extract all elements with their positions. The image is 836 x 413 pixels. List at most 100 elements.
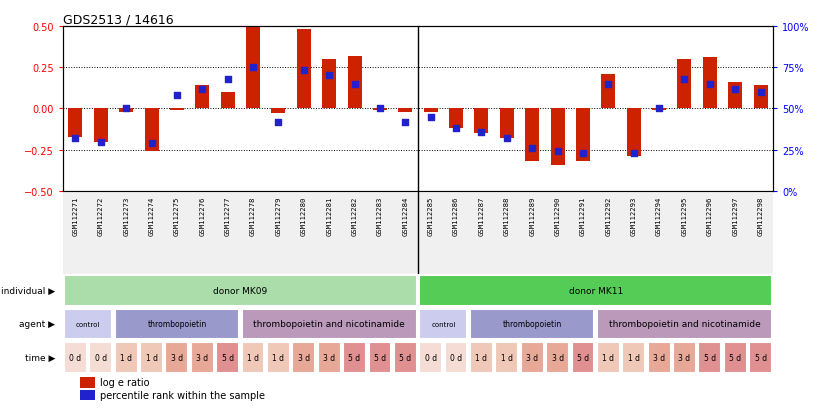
Text: GSM112292: GSM112292 bbox=[605, 196, 611, 235]
Bar bbox=[420, 309, 467, 339]
Bar bbox=[191, 342, 214, 373]
Bar bbox=[69, 109, 83, 137]
Text: GSM112286: GSM112286 bbox=[453, 196, 459, 235]
Bar bbox=[80, 377, 94, 388]
Point bbox=[94, 139, 108, 145]
Bar bbox=[64, 342, 87, 373]
Text: GSM112277: GSM112277 bbox=[225, 196, 231, 235]
Bar bbox=[145, 109, 159, 152]
Point bbox=[652, 106, 665, 112]
Bar bbox=[470, 342, 493, 373]
Text: GSM112291: GSM112291 bbox=[580, 196, 586, 235]
Bar bbox=[521, 342, 543, 373]
Point bbox=[348, 81, 361, 88]
Point bbox=[323, 73, 336, 80]
Point bbox=[145, 140, 158, 147]
Point bbox=[576, 150, 589, 157]
Bar bbox=[496, 342, 518, 373]
Text: 1 d: 1 d bbox=[120, 353, 132, 362]
Bar bbox=[242, 309, 416, 339]
Bar bbox=[470, 309, 594, 339]
Bar bbox=[80, 389, 94, 401]
Point bbox=[500, 135, 513, 142]
Text: control: control bbox=[431, 321, 456, 327]
Text: GSM112274: GSM112274 bbox=[149, 196, 155, 235]
Bar bbox=[272, 109, 285, 114]
Text: GSM112298: GSM112298 bbox=[757, 196, 763, 235]
Bar bbox=[120, 109, 133, 112]
Text: GSM112295: GSM112295 bbox=[681, 196, 687, 235]
Bar bbox=[673, 342, 696, 373]
Text: 3 d: 3 d bbox=[653, 353, 665, 362]
Text: GSM112282: GSM112282 bbox=[352, 196, 358, 235]
Point bbox=[373, 106, 386, 112]
Text: GSM112290: GSM112290 bbox=[554, 196, 561, 235]
Text: 5 d: 5 d bbox=[704, 353, 716, 362]
Bar bbox=[394, 342, 416, 373]
Text: 1 d: 1 d bbox=[145, 353, 157, 362]
Text: 3 d: 3 d bbox=[196, 353, 208, 362]
Text: GSM112281: GSM112281 bbox=[326, 196, 332, 235]
Text: 3 d: 3 d bbox=[323, 353, 335, 362]
Bar bbox=[89, 342, 112, 373]
Point bbox=[221, 76, 234, 83]
Text: GSM112275: GSM112275 bbox=[174, 196, 180, 235]
Bar bbox=[475, 109, 488, 134]
Text: GSM112279: GSM112279 bbox=[275, 196, 282, 235]
Bar bbox=[420, 342, 442, 373]
Bar bbox=[94, 109, 108, 142]
Bar bbox=[753, 86, 767, 109]
Text: 1 d: 1 d bbox=[628, 353, 640, 362]
Point bbox=[728, 86, 742, 93]
Text: thrombopoietin: thrombopoietin bbox=[502, 320, 562, 329]
Text: GSM112273: GSM112273 bbox=[123, 196, 129, 235]
Text: thrombopoietin: thrombopoietin bbox=[147, 320, 206, 329]
Bar bbox=[343, 342, 366, 373]
Text: 5 d: 5 d bbox=[222, 353, 234, 362]
Text: 1 d: 1 d bbox=[273, 353, 284, 362]
Point bbox=[678, 76, 691, 83]
Bar bbox=[677, 60, 691, 109]
Text: 5 d: 5 d bbox=[755, 353, 767, 362]
Text: GSM112293: GSM112293 bbox=[630, 196, 637, 235]
Text: 0 d: 0 d bbox=[425, 353, 436, 362]
Text: GSM112294: GSM112294 bbox=[656, 196, 662, 235]
Text: time ▶: time ▶ bbox=[25, 353, 55, 362]
Point bbox=[475, 129, 488, 135]
Text: 0 d: 0 d bbox=[450, 353, 462, 362]
Text: GSM112272: GSM112272 bbox=[98, 196, 104, 235]
Bar bbox=[546, 342, 569, 373]
Bar bbox=[420, 275, 772, 306]
Text: GSM112278: GSM112278 bbox=[250, 196, 256, 235]
Bar bbox=[64, 309, 112, 339]
Point bbox=[171, 93, 184, 100]
Text: log e ratio: log e ratio bbox=[100, 377, 150, 387]
Point bbox=[703, 81, 716, 88]
Bar bbox=[64, 275, 416, 306]
Bar bbox=[500, 109, 514, 139]
Text: 0 d: 0 d bbox=[69, 353, 81, 362]
Bar bbox=[525, 109, 539, 162]
Text: GSM112288: GSM112288 bbox=[504, 196, 510, 235]
Text: 3 d: 3 d bbox=[678, 353, 691, 362]
Bar bbox=[217, 342, 239, 373]
Text: GSM112284: GSM112284 bbox=[402, 196, 408, 235]
Text: 3 d: 3 d bbox=[526, 353, 538, 362]
Text: 5 d: 5 d bbox=[400, 353, 411, 362]
Bar bbox=[196, 86, 209, 109]
Bar bbox=[703, 58, 716, 109]
Bar bbox=[318, 342, 340, 373]
Point bbox=[196, 86, 209, 93]
Text: 5 d: 5 d bbox=[577, 353, 589, 362]
Bar bbox=[398, 109, 412, 112]
Bar bbox=[627, 109, 640, 157]
Point bbox=[120, 106, 133, 112]
Point bbox=[551, 149, 564, 155]
Bar bbox=[449, 109, 463, 129]
Text: 3 d: 3 d bbox=[552, 353, 563, 362]
Bar bbox=[597, 342, 619, 373]
Bar bbox=[322, 60, 336, 109]
Bar bbox=[115, 342, 138, 373]
Text: 5 d: 5 d bbox=[729, 353, 742, 362]
Text: GSM112287: GSM112287 bbox=[478, 196, 484, 235]
